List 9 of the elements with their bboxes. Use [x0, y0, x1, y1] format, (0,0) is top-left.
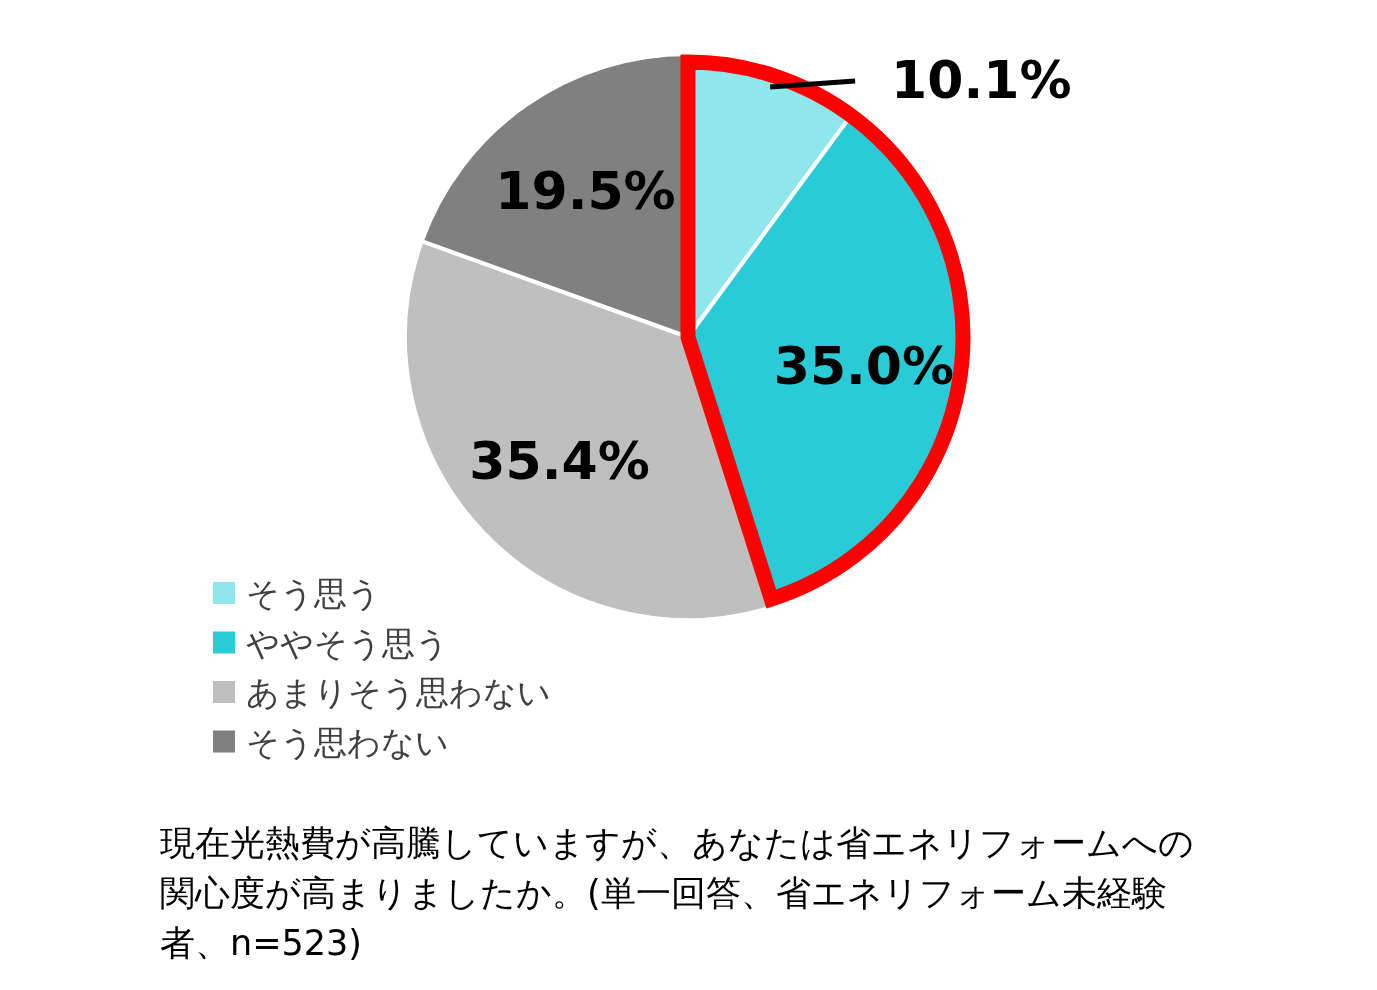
legend-label: あまりそう思わない	[246, 673, 551, 712]
data-label: 35.4%	[469, 430, 650, 491]
data-label: 10.1%	[891, 49, 1072, 110]
legend-label: そう思う	[246, 574, 381, 613]
data-label: 19.5%	[495, 161, 676, 222]
text: 現在光熱費が高騰していますが、あなたは省エネリフォームへの関心度が高まりましたか。(単一回答、省エネリフォーム未経験者、n=523)	[160, 822, 1195, 965]
data-label: 35.0%	[773, 336, 955, 396]
legend-label: そう思わない	[246, 722, 449, 762]
legend-label: ややそう思う	[246, 623, 449, 663]
